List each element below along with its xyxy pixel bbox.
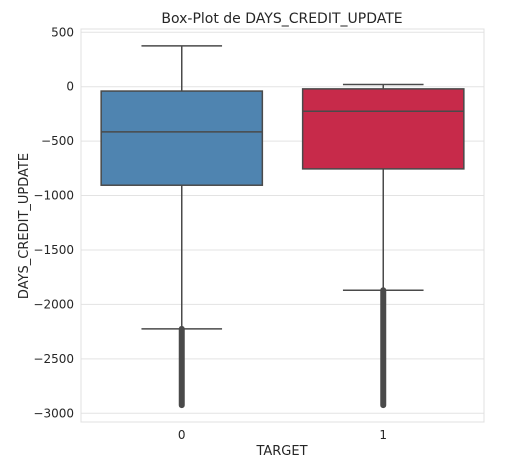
box-iqr [100, 90, 264, 186]
y-tick-label: 500 [51, 25, 74, 39]
box-series [100, 45, 465, 409]
y-tick-label: −500 [41, 134, 74, 148]
box-iqr [301, 88, 465, 170]
y-tick-label: −1500 [33, 243, 74, 257]
x-tick-label: 0 [178, 428, 186, 442]
plot-frame [80, 28, 485, 423]
y-axis-label: DAYS_CREDIT_UPDATE [17, 153, 32, 299]
y-tick-label: −3000 [33, 406, 74, 420]
y-tick-label: −1000 [33, 189, 74, 203]
y-tick-label: −2000 [33, 297, 74, 311]
x-tick-label: 1 [379, 428, 387, 442]
box-group [100, 45, 264, 409]
x-axis-label: TARGET [255, 444, 307, 459]
y-tick-label: 0 [66, 80, 74, 94]
y-tick-labels: 500 0 −500 −1000 −1500 −2000 −2500 −3000 [33, 25, 74, 420]
box-group [301, 83, 465, 409]
chart-title: Box-Plot de DAYS_CREDIT_UPDATE [161, 11, 402, 27]
y-tick-label: −2500 [33, 352, 74, 366]
